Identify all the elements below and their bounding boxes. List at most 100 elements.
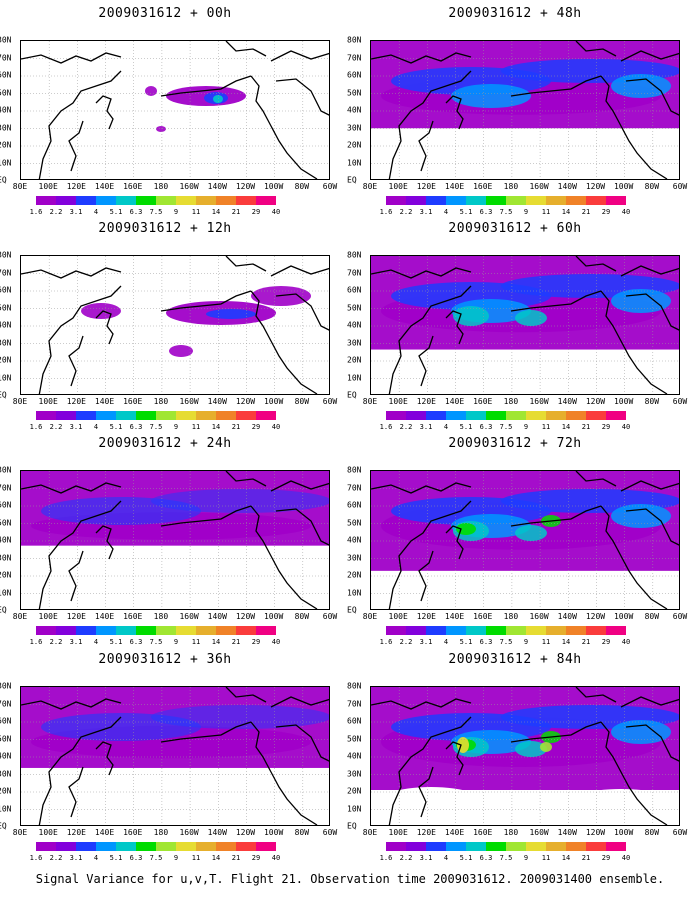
coastline <box>600 290 668 394</box>
lat-label: 80N <box>0 35 12 45</box>
map-panel: 2009031612 + 60h 80N 70N 60N 50N 40N 30N 20N 10N… <box>347 215 687 431</box>
lat-label: 80N <box>347 250 362 260</box>
lat-label: 20N <box>0 140 12 150</box>
coastline <box>275 508 329 546</box>
lat-label: 80N <box>0 250 12 260</box>
colorbar-swatch <box>566 411 586 420</box>
map-canvas <box>21 256 329 394</box>
lon-label: 120E <box>66 612 86 621</box>
coastline <box>38 285 122 394</box>
colorbar-ticks: 1.6 2.2 3.1 4 5.1 6.3 7.5 9 11 14 21 29 40 <box>380 638 686 646</box>
colorbar-tick-label: 11 <box>541 423 551 431</box>
lon-label: 80E <box>362 397 378 406</box>
colorbar-tick-label: 21 <box>581 854 591 862</box>
lat-label: EQ <box>347 175 357 185</box>
colorbar-tick-label: 7.5 <box>149 208 163 216</box>
lon-label: 100W <box>613 612 634 621</box>
lat-label: 20N <box>347 140 362 150</box>
lon-label: 80W <box>294 397 310 406</box>
lat-label: 20N <box>0 355 12 365</box>
colorbar-swatch <box>176 626 196 635</box>
lon-label: 180 <box>153 182 169 191</box>
lon-label: 120E <box>66 828 86 837</box>
colorbar-tick-label: 9 <box>523 638 529 646</box>
variance-map <box>20 255 330 395</box>
coastline <box>275 724 329 762</box>
colorbar-swatch <box>136 196 156 205</box>
lon-label: 160W <box>529 612 549 621</box>
lon-label: 140E <box>444 828 465 837</box>
lon-label: 160W <box>179 182 199 191</box>
lon-label: 100W <box>613 182 634 191</box>
colorbar-tick-label: 2.2 <box>399 854 413 862</box>
colorbar-swatch <box>176 842 196 851</box>
colorbar-tick-label: 4 <box>443 854 449 862</box>
lon-label: 100W <box>263 612 284 621</box>
lat-label: 20N <box>0 786 12 796</box>
lat-label: 60N <box>0 70 12 80</box>
lon-label: 140W <box>207 612 227 621</box>
coastline <box>388 285 472 394</box>
colorbar-tick-label: 1.6 <box>379 208 393 216</box>
map-panel: 2009031612 + 24h 80N 70N 60N 50N 40N 30N 20N 10N… <box>0 430 337 646</box>
coastline <box>225 256 267 272</box>
colorbar-ticks: 1.6 2.2 3.1 4 5.1 6.3 7.5 9 11 14 21 29 40 <box>30 854 336 862</box>
map-panel: 2009031612 + 84h 80N 70N 60N 50N 40N 30N 20N 10N… <box>347 646 687 862</box>
coastline <box>21 267 122 279</box>
colorbar-swatch <box>566 842 586 851</box>
lon-label: 180 <box>503 397 519 406</box>
variance-map <box>370 40 680 180</box>
coastline <box>510 290 602 312</box>
lat-label: 40N <box>347 535 362 545</box>
panel-title: 2009031612 + 48h <box>448 6 582 21</box>
variance-map <box>20 40 330 180</box>
colorbar-tick-label: 4 <box>93 854 99 862</box>
lon-label: 80W <box>644 182 660 191</box>
lat-label: 30N <box>0 769 12 778</box>
coastline <box>620 696 679 708</box>
lon-label: 160W <box>529 397 549 406</box>
lon-label: 120W <box>235 182 256 191</box>
colorbar-swatch <box>236 411 256 420</box>
coastline <box>625 293 679 331</box>
map-canvas <box>371 256 679 394</box>
lon-label: 100W <box>263 828 284 837</box>
coastline <box>225 687 267 703</box>
colorbar-tick-label: 7.5 <box>499 638 513 646</box>
colorbar-tick-label: 5.1 <box>459 423 473 431</box>
colorbar-tick-label: 1.6 <box>379 423 393 431</box>
coastline <box>510 505 602 527</box>
colorbar-tick-label: 14 <box>211 423 221 431</box>
colorbar-tick-label: 14 <box>561 638 571 646</box>
lat-label: EQ <box>347 605 357 615</box>
lon-label: 120E <box>66 397 86 406</box>
colorbar-swatch <box>506 411 526 420</box>
colorbar-swatch <box>606 411 626 420</box>
lon-label: 120W <box>585 182 606 191</box>
colorbar-swatch <box>56 626 76 635</box>
colorbar-swatch <box>236 196 256 205</box>
lon-label: 100W <box>263 182 284 191</box>
colorbar-tick-label: 4 <box>93 423 99 431</box>
map-canvas <box>371 41 679 179</box>
lon-label: 60W <box>322 182 338 191</box>
colorbar-tick-label: 29 <box>601 208 611 216</box>
coastline <box>620 50 679 62</box>
coastline <box>371 52 472 64</box>
coastline <box>510 75 602 97</box>
lat-label: 20N <box>347 570 362 580</box>
map-canvas <box>371 687 679 825</box>
colorbar-swatch <box>116 196 136 205</box>
coastline <box>225 41 267 57</box>
map-panel: 2009031612 + 36h 80N 70N 60N 50N 40N 30N 20N 10N… <box>0 646 337 862</box>
colorbar-swatch <box>216 196 236 205</box>
colorbar-tick-label: 4 <box>93 208 99 216</box>
colorbar-swatch <box>156 626 176 635</box>
coastline <box>445 95 464 130</box>
colorbar-tick-label: 14 <box>211 208 221 216</box>
colorbar-tick-label: 9 <box>173 638 179 646</box>
colorbar-swatch <box>566 196 586 205</box>
lat-label: 60N <box>347 500 362 510</box>
lat-label: 20N <box>347 355 362 365</box>
lon-label: 140W <box>207 397 227 406</box>
